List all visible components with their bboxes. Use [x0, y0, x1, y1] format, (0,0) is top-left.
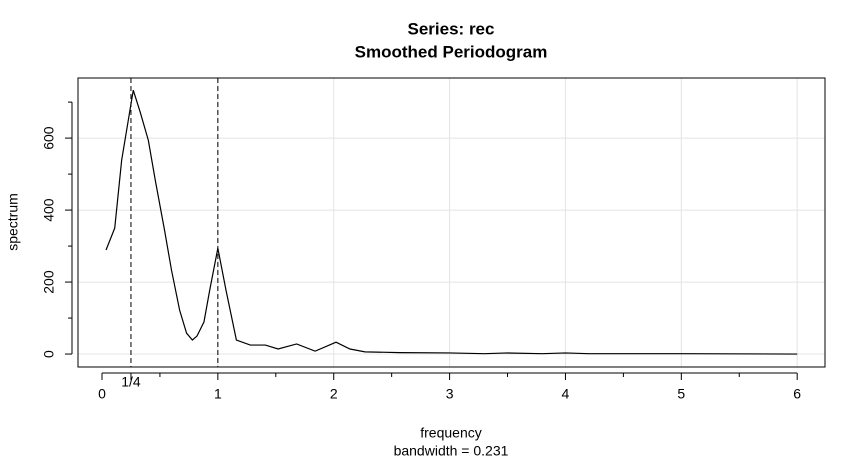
- x-tick-label: 6: [793, 386, 801, 402]
- x-tick-label: 1: [214, 386, 222, 402]
- x-tick-label: 5: [677, 386, 685, 402]
- y-tick-label: 400: [41, 198, 57, 222]
- chart-title: Series: rec: [408, 19, 495, 38]
- x-axis-label: frequency: [420, 425, 481, 441]
- y-tick-label: 0: [41, 350, 57, 358]
- x-tick-label: 1/4: [121, 374, 141, 390]
- y-tick-label: 200: [41, 270, 57, 294]
- chart-subtitle: Smoothed Periodogram: [355, 42, 548, 61]
- x-tick-label: 4: [562, 386, 570, 402]
- x-tick-label: 2: [330, 386, 338, 402]
- x-axis-sublabel: bandwidth = 0.231: [394, 443, 509, 459]
- x-tick-label: 3: [446, 386, 454, 402]
- plot-frame: [77, 77, 826, 368]
- spectrum-line: [105, 90, 798, 355]
- y-axis-label: spectrum: [5, 193, 21, 251]
- y-tick-label: 600: [41, 126, 57, 150]
- x-tick-label: 0: [98, 386, 106, 402]
